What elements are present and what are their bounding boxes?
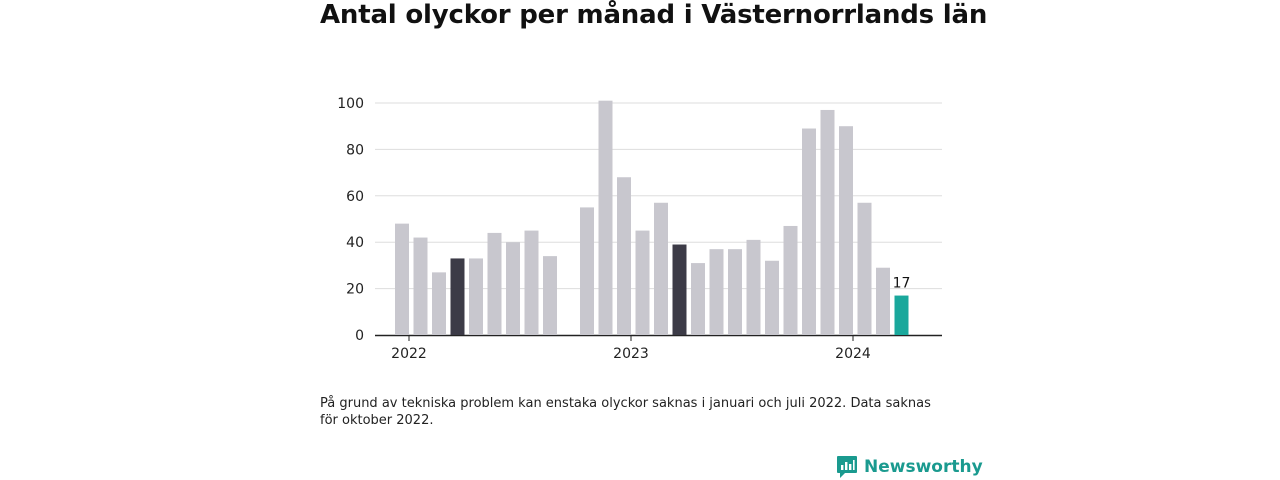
y-tick-label: 80 bbox=[346, 142, 364, 158]
bar-2023-07 bbox=[728, 249, 742, 335]
bar-2023-01 bbox=[617, 177, 631, 335]
bar-2022-09 bbox=[543, 256, 557, 335]
y-tick-label: 100 bbox=[337, 96, 364, 112]
x-tick-label: 2024 bbox=[835, 346, 871, 362]
bar-2022-01 bbox=[395, 223, 409, 335]
bar-2022-07 bbox=[506, 242, 520, 335]
bar-2024-02 bbox=[857, 202, 872, 335]
x-axis-ticks: 2022 2023 2024 bbox=[391, 335, 871, 362]
y-tick-label: 20 bbox=[346, 282, 364, 298]
bar-2022-05 bbox=[469, 258, 483, 335]
bar-2023-03 bbox=[654, 202, 668, 335]
data-labels: 17 bbox=[893, 276, 911, 292]
bar-2022-03 bbox=[432, 272, 446, 335]
bar-2023-04 bbox=[672, 244, 687, 335]
bar-2023-12 bbox=[820, 109, 835, 336]
bar-2023-11 bbox=[802, 128, 816, 335]
bars bbox=[395, 100, 909, 336]
brand-name: Newsworthy bbox=[864, 457, 983, 477]
data-label-latest: 17 bbox=[893, 276, 911, 292]
bar-2022-12 bbox=[598, 100, 613, 336]
bar-2023-02 bbox=[635, 230, 650, 335]
y-tick-label: 60 bbox=[346, 189, 364, 205]
y-axis-ticks: 0 20 40 60 80 100 bbox=[337, 96, 364, 344]
bar-2024-04 bbox=[894, 295, 909, 335]
footnote: På grund av tekniska problem kan enstaka… bbox=[320, 396, 931, 428]
y-tick-label: 0 bbox=[355, 328, 364, 344]
chart-title: Antal olyckor per månad i Västernorrland… bbox=[320, 0, 988, 30]
bar-2022-02 bbox=[413, 237, 428, 335]
bar-chart: 0 20 40 60 80 100 2022 2023 2024 17 bbox=[337, 96, 942, 362]
bar-2024-01 bbox=[839, 126, 853, 335]
bar-2023-08 bbox=[746, 239, 761, 335]
bar-2022-06 bbox=[487, 232, 502, 335]
bar-2023-09 bbox=[765, 260, 779, 335]
bar-2022-08 bbox=[524, 230, 539, 335]
bar-2023-05 bbox=[691, 263, 705, 335]
bar-2022-11 bbox=[580, 207, 594, 335]
bar-2024-03 bbox=[876, 267, 890, 335]
bar-2023-06 bbox=[709, 249, 724, 335]
bar-2022-04 bbox=[450, 258, 465, 335]
bar-2023-10 bbox=[783, 225, 798, 335]
y-tick-label: 40 bbox=[346, 235, 364, 251]
x-tick-label: 2023 bbox=[613, 346, 649, 362]
x-tick-label: 2022 bbox=[391, 346, 427, 362]
brand-logo[interactable]: Newsworthy bbox=[836, 455, 983, 479]
newsworthy-logo-icon bbox=[837, 456, 857, 478]
